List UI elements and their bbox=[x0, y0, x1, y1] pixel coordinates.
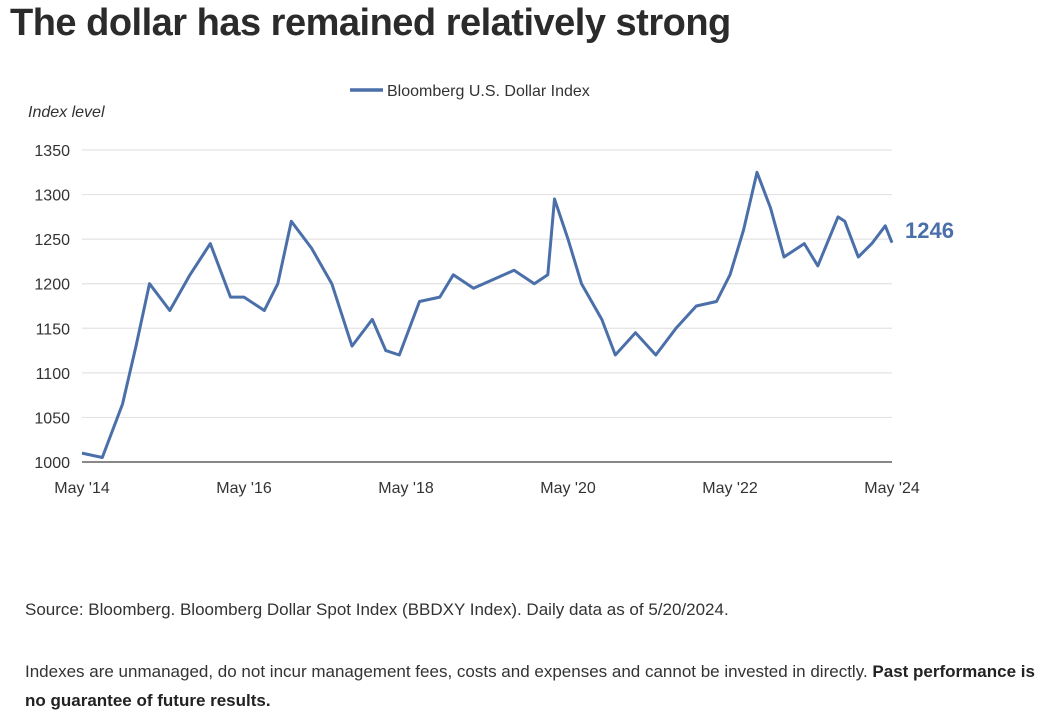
legend-label: Bloomberg U.S. Dollar Index bbox=[387, 83, 590, 100]
grid-lines bbox=[82, 149, 892, 419]
y-tick-label: 1250 bbox=[34, 232, 70, 249]
y-tick-label: 1300 bbox=[34, 188, 70, 205]
chart-container: 1000 1050 1100 1150 1200 1250 1300 1350 May '14… bbox=[0, 70, 1064, 510]
disclaimer-text: Indexes are unmanaged, do not incur mana… bbox=[25, 662, 868, 681]
x-tick-label: May '16 bbox=[216, 480, 272, 497]
y-tick-label: 1000 bbox=[34, 455, 70, 472]
y-tick-label: 1350 bbox=[34, 143, 70, 160]
dollar-index-line-chart: 1000 1050 1100 1150 1200 1250 1300 1350 May '14… bbox=[28, 83, 954, 497]
page-title: The dollar has remained relatively stron… bbox=[10, 2, 731, 44]
disclaimer-bold: Past performance is no guarantee of futu… bbox=[25, 662, 1035, 710]
y-tick-label: 1100 bbox=[36, 366, 71, 383]
x-tick-label: May '24 bbox=[864, 480, 920, 497]
x-tick-label: May '14 bbox=[54, 480, 110, 497]
y-tick-label: 1150 bbox=[36, 321, 71, 338]
series-line-dollar-index bbox=[81, 170, 894, 459]
x-tick-label: May '20 bbox=[540, 480, 596, 497]
y-tick-label: 1050 bbox=[34, 410, 70, 427]
source-note: Source: Bloomberg. Bloomberg Dollar Spot… bbox=[25, 600, 729, 619]
x-tick-label: May '22 bbox=[702, 480, 758, 497]
x-tick-label: May '18 bbox=[378, 480, 434, 497]
x-tick-labels: May '14 May '16 May '18 May '20 May '22 May '… bbox=[54, 480, 920, 497]
y-axis-label: Index level bbox=[28, 104, 105, 121]
chart-legend: Bloomberg U.S. Dollar Index bbox=[350, 83, 590, 100]
end-value-label: 1246 bbox=[905, 218, 954, 243]
y-tick-labels: 1000 1050 1100 1150 1200 1250 1300 1350 bbox=[34, 143, 70, 472]
disclaimer: Indexes are unmanaged, do not incur mana… bbox=[25, 657, 1060, 715]
y-tick-label: 1200 bbox=[34, 277, 70, 294]
